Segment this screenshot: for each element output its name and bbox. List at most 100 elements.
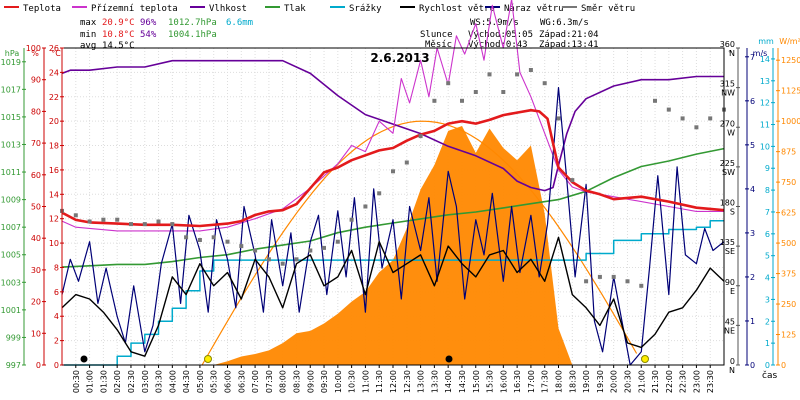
wm2-tick-label: 625 (781, 209, 796, 218)
x-tick-label: 22:00 (665, 370, 674, 393)
celsius-tick-label: 8 (54, 263, 59, 272)
wm2-tick-label: 1250 (781, 56, 800, 65)
x-tick-label: 16:30 (513, 370, 522, 393)
wind-direction-point (418, 134, 423, 139)
x-tick-label: 02:00 (113, 370, 122, 393)
x-tick-label: 02:30 (127, 370, 136, 393)
series-wind-speed (61, 236, 725, 357)
wind-direction-point (363, 204, 368, 209)
mm-tick-label: 11 (760, 121, 770, 130)
percent-tick-label: 70 (31, 139, 41, 148)
x-tick-label: 06:30 (237, 370, 246, 393)
direction-tick-dir: N (729, 366, 735, 375)
wind-direction-point (653, 98, 657, 103)
wind-direction-point (73, 213, 78, 218)
wind-direction-point (129, 222, 133, 227)
moon-label: Měsíc (425, 40, 452, 50)
hpa-tick-label: 1001 (1, 306, 21, 315)
moonrise-marker (80, 355, 88, 363)
stats-min-temp: 10.8°C (102, 30, 135, 40)
hpa-tick-label: 999 (6, 333, 21, 342)
percent-tick-label: 20 (31, 298, 41, 307)
series-temperature (61, 108, 725, 228)
wind-direction-point (239, 244, 244, 249)
x-tick-label: 18:30 (568, 370, 577, 393)
series-rain (62, 219, 724, 366)
celsius-tick-label: 26 (49, 44, 59, 53)
mm-tick-label: 10 (760, 142, 770, 151)
direction-tick-label: 90 (725, 278, 735, 287)
legend-label-7: Směr větru (581, 4, 635, 14)
stats-block: max 20.9°C 96% 1012.7hPa 6.6mm min 10.8°… (80, 18, 253, 51)
series-ground-temperature (61, 0, 724, 232)
x-axis-ticks: 00:30 01:00 01:30 02:00 02:30 03:00 03:30 04:00… (72, 365, 715, 393)
celsius-tick-label: 20 (49, 117, 59, 126)
wind-direction-point (377, 191, 382, 196)
direction-tick-label: 270 (720, 119, 735, 128)
wind-direction-point (639, 283, 644, 288)
wind-direction-point (432, 98, 437, 103)
wind-direction-point (280, 261, 285, 266)
stats-avg-temp: 14.5°C (102, 41, 135, 51)
x-tick-label: 15:30 (486, 370, 495, 393)
x-tick-label: 06:00 (224, 370, 233, 393)
wind-direction-point (156, 219, 161, 224)
celsius-tick-label: 4 (54, 312, 59, 321)
wind-direction-point (556, 116, 561, 121)
x-tick-label: 07:00 (251, 370, 260, 393)
ms-tick-label: 3 (750, 229, 755, 238)
mm-axis-unit: mm (758, 37, 774, 46)
plot-area (60, 0, 726, 366)
wind-direction-point (391, 169, 395, 174)
stats-max-label: max (80, 18, 97, 28)
wind-direction-point (349, 217, 354, 222)
axes: hPa9979991001100310051007100910111013101… (1, 37, 800, 375)
wind-direction-point (666, 107, 671, 112)
x-tick-label: 23:00 (692, 370, 701, 393)
wind-direction-point (197, 238, 202, 242)
wind-direction-point (170, 222, 175, 227)
x-tick-label: 04:00 (168, 370, 177, 393)
legend-label-2: Vlhkost (209, 4, 247, 14)
x-tick-label: 08:30 (293, 370, 302, 393)
x-tick-label: 05:30 (210, 370, 219, 393)
ms-axis-unit: m/s (753, 49, 768, 58)
mm-tick-label: 1 (765, 339, 770, 348)
wind-gust-info: WG:6.3m/s (540, 18, 589, 28)
stats-min-hum: 54% (140, 30, 157, 40)
x-tick-label: 03:00 (141, 370, 150, 393)
x-tick-label: 09:00 (306, 370, 315, 393)
wind-speed-info: WS:5.9m/s (470, 18, 519, 28)
x-tick-label: 22:30 (679, 370, 688, 393)
x-tick-label: 08:00 (279, 370, 288, 393)
moonrise: Východ:0:43 (468, 40, 528, 50)
direction-tick-label: 225 (720, 159, 735, 168)
stats-max-press: 1012.7hPa (168, 18, 217, 28)
wind-direction-point (694, 125, 699, 130)
x-tick-label: 20:30 (624, 370, 633, 393)
wind-direction-point (487, 72, 492, 77)
percent-tick-label: 0 (36, 361, 41, 370)
hpa-tick-label: 1017 (1, 85, 21, 94)
hpa-tick-label: 997 (6, 361, 21, 370)
wm2-tick-label: 250 (781, 300, 796, 309)
x-tick-label: 15:00 (472, 370, 481, 393)
legend-label-1: Přízemní teplota (91, 4, 178, 14)
direction-tick-dir: SE (725, 247, 735, 256)
hpa-tick-label: 1005 (1, 251, 21, 260)
wm2-tick-label: 0 (781, 361, 786, 370)
wind-direction-point (708, 116, 713, 121)
wind-direction-point (335, 239, 340, 244)
x-tick-label: 12:00 (389, 370, 398, 393)
wind-direction-point (322, 245, 326, 250)
x-tick-label: 10:00 (334, 370, 343, 393)
wm2-tick-label: 750 (781, 178, 796, 187)
x-tick-label: 17:00 (527, 370, 536, 393)
mm-tick-label: 0 (765, 361, 770, 370)
x-tick-label: 05:00 (196, 370, 205, 393)
series-humidity (61, 59, 724, 192)
wind-direction-point (611, 274, 616, 279)
celsius-tick-label: 18 (49, 142, 59, 151)
ms-tick-label: 7 (750, 53, 755, 62)
legend-label-5: Rychlost větru (419, 4, 495, 14)
